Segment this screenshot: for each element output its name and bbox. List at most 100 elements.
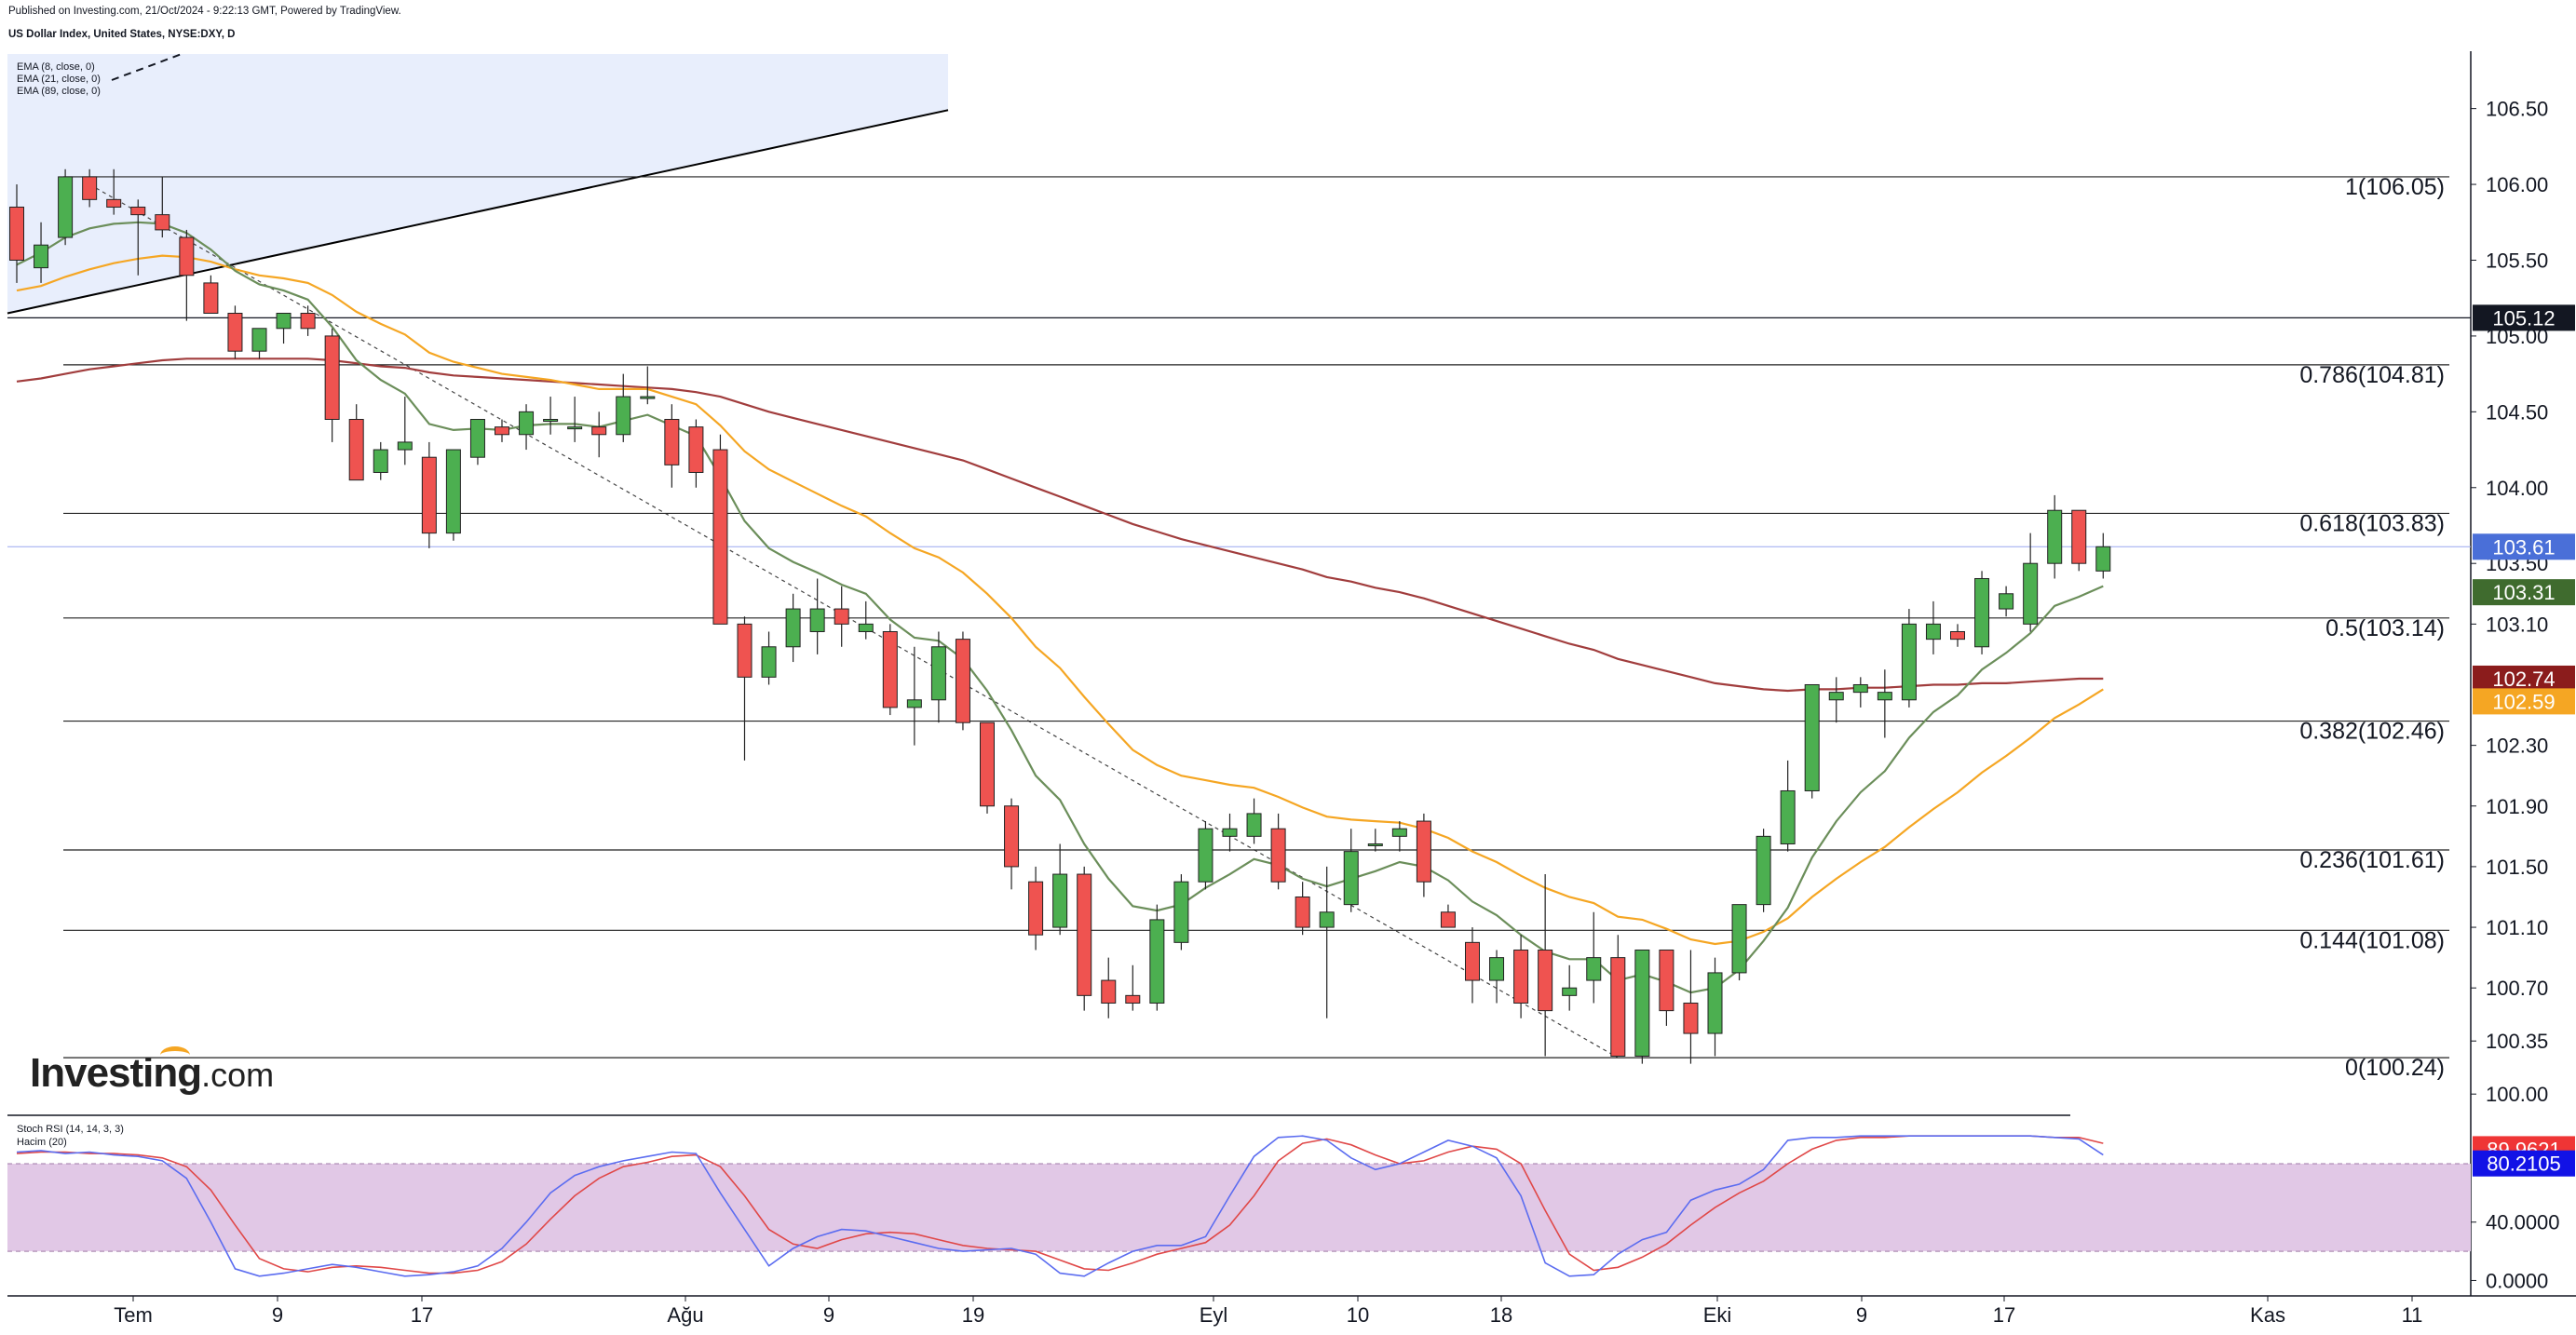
candle-body xyxy=(373,449,388,473)
candle-body xyxy=(1780,789,1796,844)
candle-up xyxy=(640,366,656,405)
candle-up xyxy=(276,312,291,344)
candle-down xyxy=(1270,813,1286,890)
candle-body xyxy=(1391,828,1407,837)
badge-box xyxy=(2473,533,2575,560)
legend-ema8[interactable]: EMA (8, close, 0) xyxy=(17,61,95,73)
price-badge: 102.59 xyxy=(2473,688,2575,715)
candle-body xyxy=(1513,949,1529,1004)
candle-down xyxy=(1028,866,1044,951)
candle-body xyxy=(2023,562,2039,625)
candle-up xyxy=(1562,964,1578,1011)
candle-down xyxy=(1659,949,1674,1026)
candle-body xyxy=(1683,1002,1699,1034)
candle-body xyxy=(737,623,752,678)
candle-up xyxy=(1877,669,1892,738)
logo-suffix: .com xyxy=(201,1056,275,1094)
candle-up xyxy=(445,449,461,541)
candle-body xyxy=(1974,577,1990,648)
candle-down xyxy=(1465,927,1480,1004)
price-badge: 103.31 xyxy=(2473,579,2575,606)
candle-body xyxy=(1659,949,1674,1012)
candle-body xyxy=(82,176,98,200)
fib-level-label: 0(100.24) xyxy=(2345,1055,2445,1081)
candle-body xyxy=(882,630,898,708)
candle-body xyxy=(1538,949,1553,1012)
candle-up xyxy=(1198,821,1213,890)
candle-body xyxy=(2095,546,2111,572)
candle-up xyxy=(1149,904,1165,1011)
candle-body xyxy=(1125,994,1141,1004)
candle-up xyxy=(34,222,49,283)
candle-down xyxy=(664,404,680,488)
candle-body xyxy=(324,335,340,420)
candle-up xyxy=(1707,957,1723,1057)
candle-body xyxy=(930,646,946,701)
candle-down xyxy=(1125,964,1141,1011)
legend-stoch-rsi[interactable]: Stoch RSI (14, 14, 3, 3) xyxy=(17,1124,124,1135)
legend-ema21[interactable]: EMA (21, close, 0) xyxy=(17,74,101,85)
candle-body xyxy=(1367,843,1383,846)
fibonacci-retracement[interactable]: 1(106.05) 0.786(104.81) 0.618(103.83) 0.5(1… xyxy=(63,174,2449,1081)
candle-body xyxy=(276,312,291,330)
price-tick-label: 105.50 xyxy=(2486,249,2548,272)
candle-body xyxy=(1416,820,1431,883)
candle-up xyxy=(2047,494,2063,579)
stoch-rsi-d-line xyxy=(16,1135,2104,1274)
price-tick-label: 104.50 xyxy=(2486,400,2548,424)
candle-down xyxy=(834,586,849,647)
candle-down xyxy=(2071,509,2087,572)
candle-body xyxy=(1925,623,1941,641)
fib-level-label: 0.618(103.83) xyxy=(2299,510,2445,536)
candle-body xyxy=(300,312,316,330)
candle-up xyxy=(1974,571,1990,654)
time-tick-label: 9 xyxy=(1856,1303,1867,1327)
candle-body xyxy=(1877,692,1892,701)
candle-down xyxy=(1440,904,1456,928)
candle-body xyxy=(858,623,874,632)
price-tick-label: 106.00 xyxy=(2486,173,2548,196)
time-tick-label: Tem xyxy=(114,1303,153,1327)
badge-box xyxy=(2473,579,2575,606)
badge-box xyxy=(2473,1150,2575,1177)
legend-ema89[interactable]: EMA (89, close, 0) xyxy=(17,86,101,97)
candle-up xyxy=(58,169,74,246)
candle-body xyxy=(1101,979,1117,1004)
candle-down xyxy=(980,721,995,814)
candle-body xyxy=(1077,873,1092,996)
time-tick-label: Kas xyxy=(2250,1303,2285,1327)
candle-up xyxy=(809,578,825,654)
candle-down xyxy=(130,199,146,276)
candle-body xyxy=(1562,987,1578,996)
candle-body xyxy=(1295,896,1310,928)
candle-body xyxy=(203,282,219,314)
candle-up xyxy=(373,441,388,480)
candle-up xyxy=(469,418,485,465)
candle-down xyxy=(203,275,219,314)
stoch-rsi-tick-label: 0.0000 xyxy=(2486,1269,2548,1292)
candle-up xyxy=(906,646,922,746)
candle-down xyxy=(688,419,704,488)
badge-label: 102.74 xyxy=(2492,668,2555,691)
fib-level-label: 0.786(104.81) xyxy=(2299,362,2445,388)
ema-lines xyxy=(16,221,2104,994)
candle-body xyxy=(2071,509,2087,564)
candle-down xyxy=(9,184,24,283)
logo-swoosh-icon xyxy=(160,1046,190,1064)
candle-body xyxy=(1246,813,1262,837)
candle-down xyxy=(227,305,243,359)
price-tick-label: 101.90 xyxy=(2486,795,2548,818)
candle-down xyxy=(1610,935,1626,1057)
candle-body xyxy=(397,441,413,451)
candle-down xyxy=(1683,950,1699,1064)
candle-down xyxy=(421,441,437,548)
candle-up xyxy=(251,328,267,359)
candle-down xyxy=(106,169,122,215)
candle-up xyxy=(1634,949,1650,1064)
legend-volume[interactable]: Hacim (20) xyxy=(17,1137,67,1148)
candle-body xyxy=(616,396,631,436)
time-axis[interactable]: Tem 9 17 Ağu 9 19 Eyl 10 18 Eki 9 17 Kas 11 xyxy=(114,1296,2422,1327)
time-tick-label: Eki xyxy=(1703,1303,1732,1327)
candle-body xyxy=(712,449,728,625)
